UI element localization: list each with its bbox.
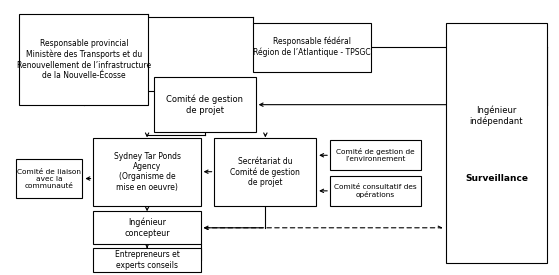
- Text: Surveillance: Surveillance: [465, 174, 528, 183]
- Text: Secrétariat du
Comité de gestion
de projet: Secrétariat du Comité de gestion de proj…: [230, 156, 300, 187]
- Text: Ingénieur
concepteur: Ingénieur concepteur: [124, 218, 170, 238]
- Text: Comité de liaison
avec la
communauté: Comité de liaison avec la communauté: [17, 169, 82, 189]
- Text: Comité de gestion de
l’environnement: Comité de gestion de l’environnement: [336, 148, 415, 162]
- Text: Comité de gestion
de projet: Comité de gestion de projet: [167, 95, 243, 115]
- Text: Entrepreneurs et
experts conseils: Entrepreneurs et experts conseils: [115, 250, 179, 270]
- FancyBboxPatch shape: [215, 138, 316, 206]
- FancyBboxPatch shape: [330, 176, 421, 206]
- FancyBboxPatch shape: [19, 14, 149, 105]
- Text: Comité consultatif des
opérations: Comité consultatif des opérations: [334, 184, 416, 198]
- FancyBboxPatch shape: [154, 77, 255, 132]
- Text: Responsable provincial
Ministère des Transports et du
Renouvellement de l’infras: Responsable provincial Ministère des Tra…: [17, 39, 151, 80]
- Text: Responsable fédéral
Région de l’Atlantique - TPSGC: Responsable fédéral Région de l’Atlantiq…: [253, 37, 371, 57]
- Text: Sydney Tar Ponds
Agency
(Organisme de
mise en oeuvre): Sydney Tar Ponds Agency (Organisme de mi…: [113, 152, 181, 192]
- FancyBboxPatch shape: [93, 248, 201, 272]
- FancyBboxPatch shape: [330, 140, 421, 170]
- FancyBboxPatch shape: [446, 23, 547, 263]
- FancyBboxPatch shape: [16, 160, 83, 198]
- FancyBboxPatch shape: [93, 138, 201, 206]
- FancyBboxPatch shape: [253, 23, 371, 72]
- Text: Ingénieur
indépendant: Ingénieur indépendant: [470, 105, 523, 126]
- FancyBboxPatch shape: [93, 211, 201, 244]
